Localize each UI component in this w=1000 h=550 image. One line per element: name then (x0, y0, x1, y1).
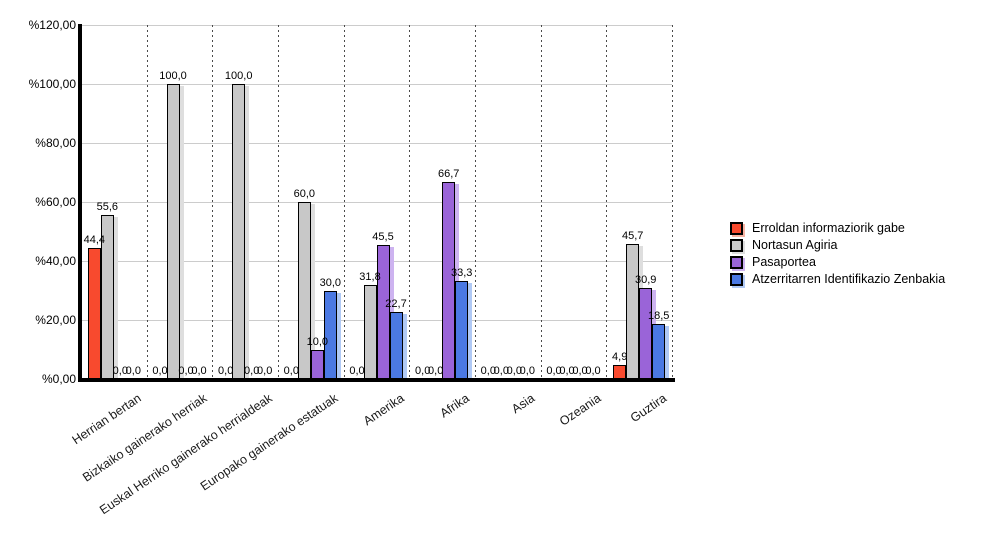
zero-value-label: 0,0 (415, 365, 431, 377)
zero-value-label: 0,0 (178, 365, 194, 377)
zero-value-label: 0,0 (125, 365, 141, 377)
group-separator (475, 25, 476, 379)
y-tick-label: %100,00 (28, 77, 76, 91)
bar-value-label: 55,6 (96, 201, 119, 213)
zero-value-label: 0,0 (191, 365, 207, 377)
y-tick-label: %0,00 (41, 372, 76, 386)
bar-value-label: 10,0 (306, 335, 329, 348)
bar-value-label: 66,7 (437, 168, 460, 181)
legend-swatch-icon (730, 238, 743, 252)
gridline (81, 143, 672, 144)
bar-atzerritarren-identifikazio-zenbakia (389, 312, 403, 379)
legend-item: Nortasun Agiria (730, 238, 945, 252)
group-separator (146, 25, 148, 379)
category-axis-label: Guztira (627, 391, 670, 426)
legend-label: Nortasun Agiria (752, 238, 838, 252)
zero-value-label: 0,0 (218, 365, 234, 377)
bar-pasaportea (639, 287, 653, 379)
zero-value-label: 0,0 (152, 365, 168, 377)
bar-nortasun-agiria (166, 84, 180, 379)
bar-erroldan-informaziorik-gabe (87, 248, 101, 379)
group-separator (409, 25, 411, 379)
y-tick-label: %80,00 (35, 136, 76, 150)
zero-value-label: 0,0 (244, 365, 260, 377)
zero-value-label: 0,0 (546, 365, 562, 377)
group-separator (212, 25, 214, 379)
y-tick-label: %120,00 (28, 18, 76, 32)
zero-value-label: 0,0 (349, 365, 365, 377)
group-separator (540, 25, 542, 379)
bar-value-label: 30,9 (634, 273, 657, 286)
zero-value-label: 0,0 (493, 365, 509, 377)
bar-value-label: 18,5 (647, 310, 670, 323)
bar-nortasun-agiria (232, 84, 246, 379)
zero-value-label: 0,0 (257, 365, 273, 377)
group-separator (343, 25, 345, 379)
category-axis-label: Bizkaiko gainerako herriak (79, 391, 210, 485)
zero-value-label: 0,0 (572, 365, 588, 377)
zero-value-label: 0,0 (559, 365, 575, 377)
zero-value-label: 0,0 (480, 365, 496, 377)
legend-swatch-icon (730, 272, 743, 286)
legend-item: Atzerritarren Identifikazio Zenbakia (730, 272, 945, 286)
bar-atzerritarren-identifikazio-zenbakia (652, 324, 666, 379)
legend-label: Atzerritarren Identifikazio Zenbakia (752, 272, 946, 286)
gridline (81, 202, 672, 203)
bar-value-label: 44,4 (83, 234, 106, 246)
bar-value-label: 45,7 (621, 230, 644, 243)
group-separator (606, 25, 608, 379)
gridline (81, 84, 672, 85)
category-axis-label: Europako gainerako estatuak (197, 391, 341, 494)
bar-pasaportea (442, 182, 456, 379)
zero-value-label: 0,0 (428, 365, 444, 377)
legend: Erroldan informaziorik gabe Nortasun Agir… (730, 221, 945, 289)
bar-pasaportea (376, 244, 390, 379)
category-axis-label: Asia (509, 391, 538, 417)
bar-value-label: 30,0 (319, 276, 342, 289)
zero-value-label: 0,0 (506, 365, 522, 377)
group-separator (672, 25, 673, 379)
bar-nortasun-agiria (297, 202, 311, 379)
legend-swatch-icon (730, 255, 743, 269)
bar-value-label: 45,5 (372, 230, 394, 243)
bar-nortasun-agiria (626, 244, 640, 379)
bar-pasaportea (310, 349, 324, 379)
bar-value-label: 33,3 (450, 266, 473, 279)
category-axis-label: Amerika (360, 391, 407, 429)
legend-label: Pasaportea (752, 255, 816, 269)
legend-item: Erroldan informaziorik gabe (730, 221, 945, 235)
bar-value-label: 31,8 (359, 271, 381, 284)
gridline (81, 25, 672, 26)
category-axis-label: Ozeania (556, 391, 604, 429)
zero-value-label: 0,0 (519, 365, 535, 377)
bar-value-label: 60,0 (293, 188, 316, 200)
legend-label: Erroldan informaziorik gabe (752, 221, 905, 235)
zero-value-label: 0,0 (283, 365, 299, 377)
x-axis-line (78, 378, 675, 382)
bar-value-label: 100,0 (159, 70, 187, 82)
zero-value-label: 0,0 (112, 365, 128, 377)
y-tick-label: %40,00 (35, 254, 76, 268)
bar-value-label: 22,7 (385, 298, 407, 310)
y-tick-label: %60,00 (35, 195, 76, 209)
bar-nortasun-agiria (363, 285, 377, 379)
bar-erroldan-informaziorik-gabe (613, 364, 627, 379)
zero-value-label: 0,0 (585, 365, 601, 377)
category-axis-label: Afrika (437, 391, 473, 421)
legend-swatch-icon (730, 221, 743, 235)
bar-value-label: 4,9 (612, 350, 628, 363)
bar-value-label: 100,0 (224, 70, 253, 82)
y-tick-label: %20,00 (35, 313, 76, 327)
legend-item: Pasaportea (730, 255, 945, 269)
y-axis-line (78, 24, 82, 382)
group-separator (278, 25, 279, 379)
bar-atzerritarren-identifikazio-zenbakia (455, 280, 469, 379)
